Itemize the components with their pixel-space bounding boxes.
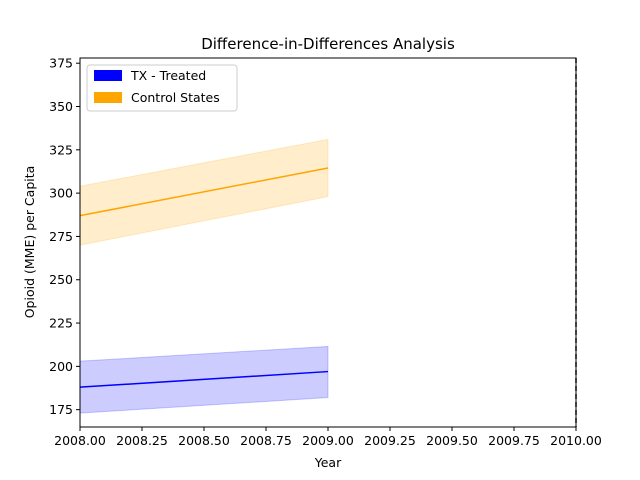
x-tick-label: 2009.50 (426, 433, 478, 448)
x-tick-label: 2009.75 (488, 433, 540, 448)
y-tick-label: 200 (49, 359, 73, 374)
y-tick-label: 375 (49, 56, 73, 71)
y-tick-label: 350 (49, 99, 73, 114)
x-tick-label: 2008.00 (54, 433, 106, 448)
y-tick-label: 275 (49, 229, 73, 244)
series-lines (79, 167, 329, 388)
legend-box (86, 64, 238, 112)
y-tick-label: 225 (49, 316, 73, 331)
chart-title: Difference-in-Differences Analysis (201, 35, 455, 53)
x-tick-label: 2010.00 (550, 433, 602, 448)
legend-label: TX - Treated (130, 68, 206, 83)
legend-swatch (94, 92, 122, 103)
x-tick-label: 2009.25 (364, 433, 416, 448)
y-axis-title: Opioid (MME) per Capita (22, 166, 37, 319)
confidence-bands (79, 138, 329, 414)
series-line-1 (79, 167, 329, 217)
x-tick-label: 2008.25 (116, 433, 168, 448)
x-tick-label: 2009.00 (302, 433, 354, 448)
y-tick-label: 175 (49, 402, 73, 417)
x-axis: 2008.00 2008.25 2008.50 2008.75 2009.00 2009.… (54, 427, 602, 448)
legend-swatch (94, 70, 122, 81)
x-tick-label: 2008.50 (178, 433, 230, 448)
legend-label: Control States (131, 90, 220, 105)
y-tick-label: 300 (49, 186, 73, 201)
y-tick-label: 250 (49, 272, 73, 287)
x-tick-label: 2008.75 (240, 433, 292, 448)
x-axis-title: Year (314, 455, 342, 470)
y-axis: 175 200 225 250 275 300 325 350 375 (49, 56, 80, 417)
series-line-0 (79, 370, 329, 388)
y-tick-label: 325 (49, 142, 73, 157)
legend: TX - Treated Control States (86, 64, 238, 112)
